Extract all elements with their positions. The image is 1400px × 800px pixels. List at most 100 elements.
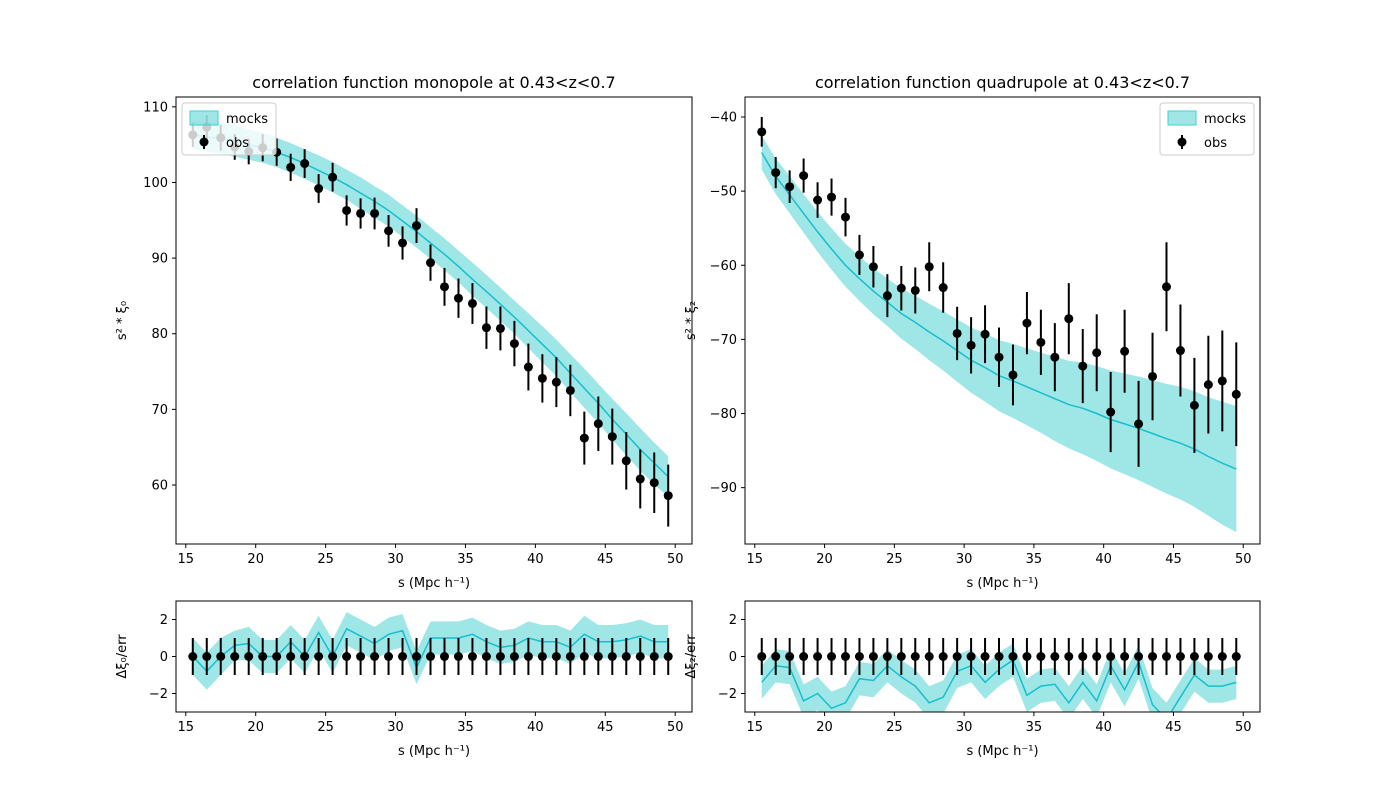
mono-resid-obs-point	[621, 652, 631, 661]
quad-resid-obs-point	[757, 652, 767, 661]
mono-resid-x-tick-label: 25	[317, 720, 334, 735]
quadrupole-obs-point	[1161, 282, 1171, 292]
mono-resid-x-tick-label: 20	[247, 720, 264, 735]
monopole-x-tick-label: 25	[317, 552, 334, 567]
monopole-plot-area	[188, 115, 673, 527]
quad-resid-obs-point	[840, 652, 850, 661]
quadrupole-x-axis-label: s (Mpc h⁻¹)	[966, 576, 1038, 591]
monopole-x-axis-label: s (Mpc h⁻¹)	[398, 576, 470, 591]
monopole-obs-point	[649, 478, 659, 488]
monopole-x-tick-label: 45	[597, 552, 614, 567]
monopole-x-tick-label: 30	[387, 552, 404, 567]
mono-resid-x-tick-label: 30	[387, 720, 404, 735]
quad-resid-x-tick-label: 15	[746, 720, 763, 735]
monopole-x-tick-label: 15	[178, 552, 195, 567]
monopole-obs-point	[593, 419, 603, 429]
quad-resid-obs-point	[1175, 652, 1185, 661]
mono-resid-x-tick-label: 45	[597, 720, 614, 735]
mono-resid-obs-point	[509, 652, 519, 661]
mono-resid-obs-point	[412, 652, 422, 661]
quad-resid-obs-point	[1203, 652, 1213, 661]
quadrupole-x-tick-label: 40	[1095, 552, 1112, 567]
quadrupole-obs-point	[785, 182, 795, 192]
quadrupole-obs-point	[1008, 370, 1018, 380]
monopole-y-tick-label: 110	[143, 100, 168, 115]
monopole-obs-point	[537, 373, 547, 383]
quadrupole-y-tick-label: −70	[710, 333, 737, 348]
mono-resid-obs-point	[272, 652, 282, 661]
mono-resid-obs-point	[370, 652, 380, 661]
mono-resid-y-tick-label: 2	[160, 613, 168, 628]
quadrupole-obs-point	[1106, 407, 1116, 417]
quad-resid-obs-point	[827, 652, 837, 661]
mono-resid-obs-point	[663, 652, 673, 661]
quad-resid-obs-point	[924, 652, 934, 661]
monopole-obs-point	[607, 432, 617, 442]
quadrupole-y-tick-label: −90	[710, 481, 737, 496]
mono-resid-x-tick-label: 40	[527, 720, 544, 735]
quadrupole-obs-point	[827, 192, 837, 202]
mono-resid-obs-point	[286, 652, 296, 661]
quad-resid-x-tick-label: 30	[956, 720, 973, 735]
mono-resid-y-tick-label: −2	[149, 687, 168, 702]
mono-resid-obs-point	[398, 652, 408, 661]
quadrupole-legend-obs-label: obs	[1204, 136, 1227, 151]
mono-resid-obs-point	[565, 652, 575, 661]
quadrupole-x-tick-label: 25	[886, 552, 903, 567]
quad-resid-obs-point	[868, 652, 878, 661]
mono-resid-obs-point	[607, 652, 617, 661]
quadrupole-obs-point	[1175, 346, 1185, 356]
mono-resid-obs-point	[384, 652, 394, 661]
quadrupole-obs-point	[1203, 380, 1213, 390]
quad-resid-y-tick-label: −2	[718, 687, 737, 702]
quad-resid-obs-point	[1064, 652, 1074, 661]
mono-resid-obs-point	[467, 652, 477, 661]
mono-resid-obs-point	[328, 652, 338, 661]
quad-resid-x-tick-label: 40	[1095, 720, 1112, 735]
mono-resid-x-tick-label: 50	[667, 720, 684, 735]
quad-resid-obs-point	[1231, 652, 1241, 661]
quadrupole-legend-mocks-swatch	[1167, 110, 1197, 126]
quadrupole-y-axis-label: s² * ξ₂	[684, 301, 699, 340]
quad-resid-obs-point	[1036, 652, 1046, 661]
monopole-obs-point	[356, 208, 366, 218]
monopole-obs-point	[370, 208, 380, 218]
quad-resid-obs-point	[1120, 652, 1130, 661]
quad-resid-obs-point	[938, 652, 948, 661]
monopole-y-axis-label: s² * ξ₀	[115, 301, 130, 340]
quadrupole-obs-point	[1134, 419, 1144, 429]
quadrupole-obs-point	[1078, 361, 1088, 371]
monopole-title: correlation function monopole at 0.43<z<…	[252, 73, 615, 92]
monopole-obs-point	[398, 238, 408, 248]
quadrupole-y-tick-label: −60	[710, 259, 737, 274]
quad-resid-obs-point	[813, 652, 823, 661]
monopole-obs-point	[663, 491, 673, 501]
quad-resid-x-tick-label: 35	[1026, 720, 1043, 735]
quad-resid-obs-point	[1217, 652, 1227, 661]
quadrupole-obs-point	[813, 195, 823, 205]
quadrupole-obs-point	[994, 352, 1004, 362]
quad-resid-obs-point	[854, 652, 864, 661]
quadrupole-x-tick-label: 35	[1026, 552, 1043, 567]
mono-resid-obs-point	[551, 652, 561, 661]
monopole-y-tick-label: 60	[151, 479, 168, 494]
mono-resid-obs-point	[300, 652, 310, 661]
monopole-y-tick-label: 80	[151, 327, 168, 342]
quadrupole-y-tick-label: −80	[710, 407, 737, 422]
monopole-obs-point	[342, 205, 352, 215]
mono-resid-obs-point	[649, 652, 659, 661]
quad-resid-obs-point	[1134, 652, 1144, 661]
mono-resid-obs-point	[426, 652, 436, 661]
mono-resid-obs-point	[593, 652, 603, 661]
monopole-obs-point	[300, 159, 310, 169]
mono-resid-obs-point	[244, 652, 254, 661]
monopole-legend-mocks-swatch	[189, 110, 219, 126]
monopole-obs-point	[426, 258, 436, 268]
monopole-obs-point	[412, 221, 422, 231]
quadrupole-plot-area	[757, 117, 1241, 533]
quad-resid-y-tick-label: 0	[729, 650, 737, 665]
monopole-legend: mocks obs	[181, 102, 277, 156]
quadrupole-title: correlation function quadrupole at 0.43<…	[815, 73, 1190, 92]
monopole-obs-point	[523, 362, 533, 372]
quadrupole-y-tick-label: −50	[710, 185, 737, 200]
